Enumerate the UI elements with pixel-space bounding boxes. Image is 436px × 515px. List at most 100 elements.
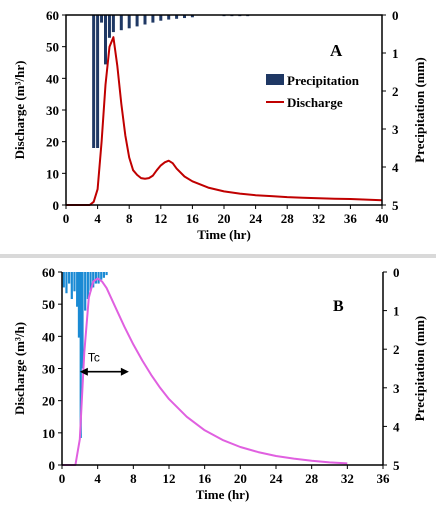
x-tick-label: 12 [154,211,167,226]
y-tick-label: 0 [49,458,56,473]
x-tick-label: 0 [63,211,70,226]
precipitation-bars-a [92,15,250,148]
precipitation-bar [73,272,76,292]
legend-label-discharge: Discharge [287,95,343,110]
precipitation-bar [100,15,104,23]
discharge-line-a [66,36,383,206]
x-tick-label: 8 [130,471,137,486]
precipitation-bar [104,15,107,65]
y-axis-label-a: Discharge (m³/hr) [12,61,27,160]
precipitation-bar [143,15,147,25]
precipitation-bar [92,15,96,148]
y-tick-label: 20 [46,135,59,150]
precipitation-bar [68,272,71,284]
y-tick-label: 10 [42,426,55,441]
discharge-curve [62,277,348,466]
discharge-line-b [62,277,348,466]
x-axis-label-b: Time (hr) [196,487,250,502]
tc-arrowhead-right [120,367,129,376]
precipitation-bar [62,272,65,288]
precipitation-bar [76,272,79,307]
precipitation-bar [111,15,115,33]
y-tick-label: 60 [46,8,59,23]
y-axis-label-b: Discharge (m³/h) [12,322,27,415]
y2-tick-label: 2 [393,342,400,357]
y2-tick-label: 4 [392,160,399,175]
y-tick-label: 60 [42,265,55,280]
precipitation-bar [89,272,92,292]
y2-tick-label: 5 [393,458,400,473]
precipitation-bar [96,15,100,148]
panel-label-b: B [333,298,344,315]
x-tick-label: 36 [344,211,358,226]
precipitation-bar [190,15,194,18]
precipitation-bar [79,272,82,438]
y2-axis-label-b: Precipitation (mm) [412,316,427,422]
x-tick-label: 4 [94,211,101,226]
x-tick-label: 40 [376,211,389,226]
precipitation-bar [81,272,84,369]
panel-divider [0,254,436,258]
y2-tick-label: 1 [392,46,399,61]
precipitation-bar [107,15,111,38]
precipitation-bar [159,15,163,21]
y-tick-label: 30 [46,103,59,118]
y2-tick-label: 1 [393,304,400,319]
precipitation-bar [92,272,95,288]
y2-tick-label: 3 [392,122,399,137]
precipitation-bar [105,272,108,276]
x-tick-label: 16 [198,471,212,486]
x-tick-label: 4 [94,471,101,486]
tc-label: Tc [88,351,100,365]
y2-tick-label: 5 [392,198,399,213]
x-tick-label: 28 [281,211,295,226]
y2-tick-label: 0 [392,8,399,23]
x-tick-label: 12 [163,471,176,486]
precipitation-bar [70,272,73,300]
x-tick-label: 20 [218,211,231,226]
precipitation-bar [119,15,123,31]
y-tick-label: 50 [42,297,55,312]
y-tick-label: 50 [46,40,59,55]
tc-arrowhead-left [79,367,88,376]
precipitation-bar [183,15,186,19]
precipitation-bar [84,272,87,311]
precipitation-bar [151,15,155,23]
precipitation-bars-b [62,272,108,438]
legend-swatch-precipitation [266,74,284,85]
precipitation-bar [127,15,131,29]
legend-a: Precipitation Discharge [266,73,360,110]
y-tick-label: 40 [46,71,59,86]
precipitation-bar [94,272,97,284]
precipitation-bar [175,15,179,19]
x-tick-label: 16 [186,211,200,226]
legend-label-precipitation: Precipitation [287,73,360,88]
precipitation-bar [86,272,89,300]
precipitation-bar [167,15,171,20]
y2-axis-label-a: Precipitation (mm) [412,57,427,163]
x-tick-label: 0 [59,471,66,486]
y-tick-label: 40 [42,329,55,344]
precipitation-bar [102,272,106,278]
y-tick-label: 30 [42,362,55,377]
y2-tick-label: 2 [392,84,399,99]
y-tick-label: 10 [46,166,59,181]
tc-annotation: Tc [79,351,129,376]
y2-tick-label: 3 [393,381,400,396]
panel-label-a: A [330,41,343,60]
x-tick-label: 24 [270,471,284,486]
x-axis-label-a: Time (hr) [197,227,251,242]
x-tick-label: 32 [312,211,325,226]
y-tick-label: 20 [42,394,55,409]
precipitation-bar [65,272,68,294]
x-tick-label: 28 [305,471,319,486]
x-tick-label: 8 [126,211,133,226]
y-tick-label: 0 [53,198,60,213]
x-tick-label: 24 [249,211,263,226]
discharge-curve [66,36,383,206]
x-tick-label: 32 [341,471,354,486]
